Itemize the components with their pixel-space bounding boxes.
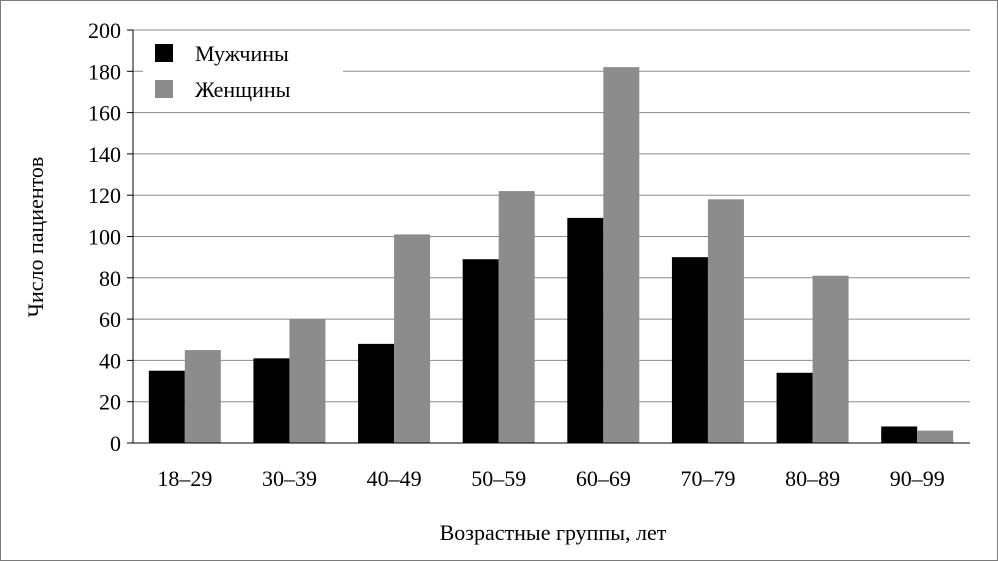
bar-women — [184, 350, 221, 443]
y-tick-label: 20 — [99, 390, 121, 415]
x-tick-label: 50–59 — [471, 466, 526, 491]
legend-label-women: Женщины — [195, 77, 291, 102]
x-tick-label: 70–79 — [680, 466, 735, 491]
y-tick-label: 140 — [88, 142, 121, 167]
bar-women — [603, 67, 640, 444]
bar-women — [917, 430, 954, 443]
legend-background — [143, 36, 343, 106]
y-tick-label: 60 — [99, 307, 121, 332]
x-tick-label: 18–29 — [157, 466, 212, 491]
y-tick-label: 160 — [88, 101, 121, 126]
x-tick-label: 90–99 — [890, 466, 945, 491]
bars — [148, 67, 954, 444]
y-tick-label: 40 — [99, 348, 121, 373]
bar-women — [394, 234, 431, 443]
legend: Мужчины Женщины — [143, 36, 343, 106]
bar-men — [776, 372, 813, 443]
x-tick-label: 30–39 — [262, 466, 317, 491]
legend-swatch-men — [155, 44, 173, 62]
legend-label-men: Мужчины — [195, 41, 289, 66]
bar-men — [567, 217, 604, 443]
bar-men — [881, 426, 918, 443]
y-tick-label: 120 — [88, 183, 121, 208]
legend-swatch-women — [155, 80, 173, 98]
bar-men — [148, 370, 185, 443]
bar-women — [498, 191, 535, 443]
bar-women — [812, 275, 849, 443]
y-tick-label: 0 — [110, 431, 121, 456]
y-axis-title: Число пациентов — [23, 157, 48, 318]
bar-men — [253, 358, 290, 443]
bar-men — [671, 257, 708, 443]
x-tick-label: 80–89 — [785, 466, 840, 491]
x-tick-label: 40–49 — [367, 466, 422, 491]
bar-women — [707, 199, 744, 443]
y-tick-labels: 0 20 40 60 80 100 120 140 160 180 200 — [88, 18, 121, 456]
x-tick-labels: 18–29 30–39 40–49 50–59 60–69 70–79 80–89 90–99 — [157, 466, 944, 491]
bar-men — [358, 343, 395, 443]
bar-women — [289, 319, 326, 443]
y-tick-label: 80 — [99, 266, 121, 291]
x-axis-title: Возрастные группы, лет — [440, 520, 667, 545]
bar-men — [462, 259, 499, 443]
y-tick-label: 200 — [88, 18, 121, 43]
y-tick-label: 100 — [88, 225, 121, 250]
x-tick-label: 60–69 — [576, 466, 631, 491]
axes — [127, 29, 970, 444]
y-tick-label: 180 — [88, 59, 121, 84]
